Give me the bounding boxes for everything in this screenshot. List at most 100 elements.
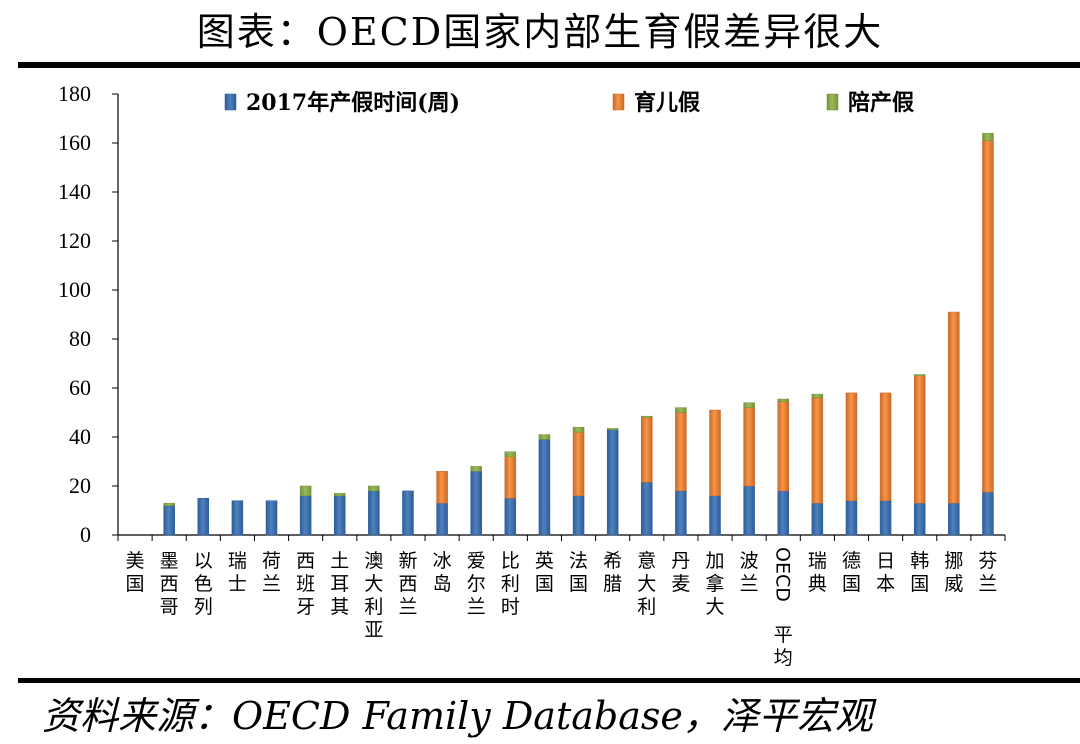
x-tick-label: 英国 <box>535 550 554 595</box>
bar-paternity <box>743 402 755 408</box>
bar-parental <box>845 392 858 501</box>
legend-label: 育儿假 <box>634 90 700 116</box>
legend-swatch <box>826 93 839 111</box>
bar-paternity <box>777 398 789 402</box>
bar-parental <box>572 431 585 497</box>
x-tick-label: 荷兰 <box>262 550 281 595</box>
bar-paternity <box>163 502 175 506</box>
x-tick-label: 意大利 <box>637 550 656 618</box>
y-tick-label: 160 <box>58 130 91 155</box>
y-tick-label: 140 <box>58 179 91 204</box>
x-tick-label: 澳大利亚 <box>364 550 383 641</box>
bar-maternity <box>709 495 721 536</box>
y-tick-label: 100 <box>58 277 91 302</box>
x-tick-label: 瑞典 <box>808 550 827 595</box>
bar-maternity <box>299 495 312 536</box>
x-tick-label: 墨西哥 <box>160 550 179 618</box>
bar-maternity <box>197 498 210 536</box>
legend-label: 陪产假 <box>848 90 914 116</box>
bar-parental <box>811 397 824 504</box>
bar-maternity <box>470 471 482 536</box>
y-tick-label: 0 <box>80 522 91 547</box>
x-tick-label: 法国 <box>569 550 588 595</box>
x-tick-label-cont: 平均 <box>774 624 793 669</box>
bar-parental <box>879 392 892 501</box>
bar-maternity <box>777 490 789 536</box>
x-tick-label: 芬兰 <box>978 550 997 595</box>
x-tick-label: 日本 <box>876 550 895 595</box>
x-tick-label: 新西兰 <box>398 550 417 618</box>
bar-maternity <box>163 505 175 536</box>
bar-maternity <box>368 490 380 536</box>
bar-paternity <box>982 132 994 141</box>
x-tick-label: 波兰 <box>740 550 759 595</box>
bar-parental <box>743 407 755 487</box>
bar-parental <box>675 412 687 492</box>
x-tick-label: 土耳其 <box>330 550 349 618</box>
bar-maternity <box>641 482 653 536</box>
x-tick-label: 冰岛 <box>433 550 452 595</box>
bar-paternity <box>538 434 551 440</box>
y-tick-label: 80 <box>69 326 91 351</box>
bar-paternity <box>606 428 619 430</box>
x-tick-label: 韩国 <box>910 550 929 595</box>
bar-paternity <box>811 393 824 399</box>
bar-maternity <box>982 491 994 536</box>
legend-label: 2017年产假时间(周) <box>246 90 460 116</box>
bar-parental <box>504 456 517 499</box>
bar-parental <box>436 471 448 504</box>
y-tick-label: 20 <box>69 473 91 498</box>
x-tick-label: 西班牙 <box>296 550 315 618</box>
x-tick-label: 希腊 <box>603 550 622 595</box>
bar-parental <box>948 311 960 504</box>
bar-paternity <box>641 415 653 418</box>
bar-paternity <box>913 374 926 376</box>
bar-maternity <box>913 502 926 536</box>
bar-parental <box>777 401 789 492</box>
stacked-bar-chart: 0 20 40 60 80 100 120 140 160 180 美国墨西哥以色列瑞士荷兰西班牙土… <box>58 81 1006 669</box>
bar-maternity <box>948 502 960 536</box>
x-tick-label: 加拿大 <box>706 550 725 618</box>
legend-swatch <box>224 93 237 111</box>
bar-parental <box>641 417 653 483</box>
y-tick-label: 60 <box>69 375 91 400</box>
x-tick-label: 比利时 <box>501 550 520 618</box>
bar-maternity <box>879 500 892 536</box>
bar-maternity <box>334 495 346 536</box>
source-note: 资料来源：OECD Family Database，泽平宏观 <box>42 694 873 738</box>
bar-paternity <box>470 466 482 472</box>
bar-maternity <box>811 502 824 536</box>
x-tick-label: 丹麦 <box>671 550 690 595</box>
x-tick-label: 爱尔兰 <box>467 550 486 618</box>
bar-maternity <box>572 495 585 536</box>
bar-paternity <box>334 493 346 497</box>
y-tick-label: 180 <box>58 81 91 106</box>
bar-maternity <box>231 500 244 536</box>
bar-maternity <box>606 429 619 536</box>
x-tick-label: 瑞士 <box>228 550 247 595</box>
bar-maternity <box>504 498 517 536</box>
legend-swatch <box>612 93 625 111</box>
bottom-rule <box>18 678 1080 683</box>
bar-paternity <box>504 451 517 457</box>
x-tick-label: 美国 <box>126 550 145 595</box>
bar-maternity <box>436 502 448 536</box>
bar-maternity <box>675 490 687 536</box>
bar-parental <box>913 375 926 504</box>
bar-paternity <box>572 426 585 433</box>
bar-parental <box>982 140 994 493</box>
x-tick-label: 以色列 <box>194 550 213 618</box>
x-tick-label: 挪威 <box>944 550 963 595</box>
bar-maternity <box>265 500 278 536</box>
bar-maternity <box>845 500 858 536</box>
x-tick-label: OECD <box>771 547 793 602</box>
y-tick-label: 120 <box>58 228 91 253</box>
top-rule <box>18 62 1080 68</box>
y-tick-label: 40 <box>69 424 91 449</box>
bar-parental <box>709 409 721 497</box>
bar-paternity <box>675 407 687 413</box>
bar-maternity <box>402 490 414 536</box>
bar-maternity <box>743 485 755 536</box>
bar-paternity <box>299 485 312 497</box>
bar-maternity <box>538 439 551 536</box>
